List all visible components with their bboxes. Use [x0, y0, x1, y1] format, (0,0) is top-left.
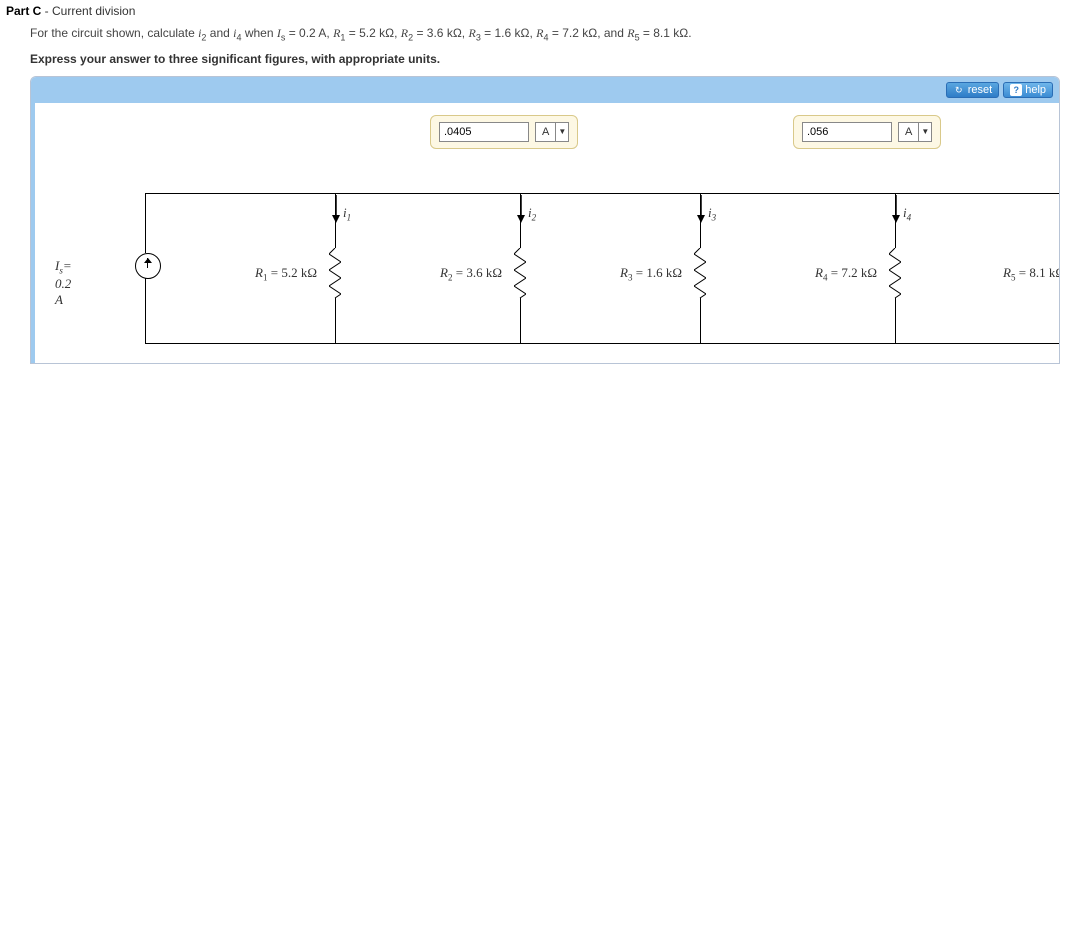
answer-pod-i2: A ▼ — [430, 115, 578, 149]
wire — [145, 343, 1060, 344]
resistor-icon — [694, 248, 706, 298]
wire — [145, 193, 1060, 194]
resistor-icon — [889, 248, 901, 298]
workspace-frame: ↻ reset ? help A ▼ A ▼ — [30, 76, 1060, 364]
reset-icon: ↻ — [953, 84, 965, 96]
help-button[interactable]: ? help — [1003, 82, 1053, 98]
current-arrow-icon — [332, 195, 340, 223]
part-title: Current division — [52, 4, 135, 18]
workspace: A ▼ A ▼ Is= 0.2 A i1 R1 = 5.2 kΩ i2 R2 = 3.… — [31, 103, 1059, 363]
reset-button[interactable]: ↻ reset — [946, 82, 999, 98]
resistor-label: R5 = 8.1 kΩ — [1003, 265, 1060, 283]
unit-select-i4[interactable]: A ▼ — [898, 122, 932, 142]
current-arrow-icon — [517, 195, 525, 223]
current-label: i2 — [528, 205, 536, 223]
part-header: Part C - Current division — [0, 0, 1090, 22]
current-arrow-icon — [697, 195, 705, 223]
resistor-label: R1 = 5.2 kΩ — [255, 265, 317, 283]
wire — [145, 277, 146, 343]
answer-pod-i4: A ▼ — [793, 115, 941, 149]
resistor-icon — [514, 248, 526, 298]
current-label: i1 — [343, 205, 351, 223]
wire — [895, 298, 896, 343]
resistor-label: R2 = 3.6 kΩ — [440, 265, 502, 283]
wire — [520, 298, 521, 343]
resistor-label: R3 = 1.6 kΩ — [620, 265, 682, 283]
chevron-down-icon: ▼ — [556, 123, 568, 141]
answer-instruction: Express your answer to three significant… — [0, 46, 1090, 76]
wire — [335, 298, 336, 343]
source-label: Is= 0.2 A — [55, 258, 72, 308]
help-icon: ? — [1010, 84, 1022, 96]
wire — [700, 298, 701, 343]
part-label: Part C — [6, 4, 41, 18]
problem-prompt: For the circuit shown, calculate i2 and … — [0, 22, 1090, 46]
current-source-icon — [135, 253, 161, 279]
wire — [145, 193, 146, 253]
chevron-down-icon: ▼ — [919, 123, 931, 141]
current-label: i3 — [708, 205, 716, 223]
unit-select-i2[interactable]: A ▼ — [535, 122, 569, 142]
resistor-label: R4 = 7.2 kΩ — [815, 265, 877, 283]
resistor-icon — [329, 248, 341, 298]
answer-input-i2[interactable] — [439, 122, 529, 142]
answer-input-i4[interactable] — [802, 122, 892, 142]
toolbar: ↻ reset ? help — [31, 77, 1059, 103]
current-label: i4 — [903, 205, 911, 223]
current-arrow-icon — [892, 195, 900, 223]
